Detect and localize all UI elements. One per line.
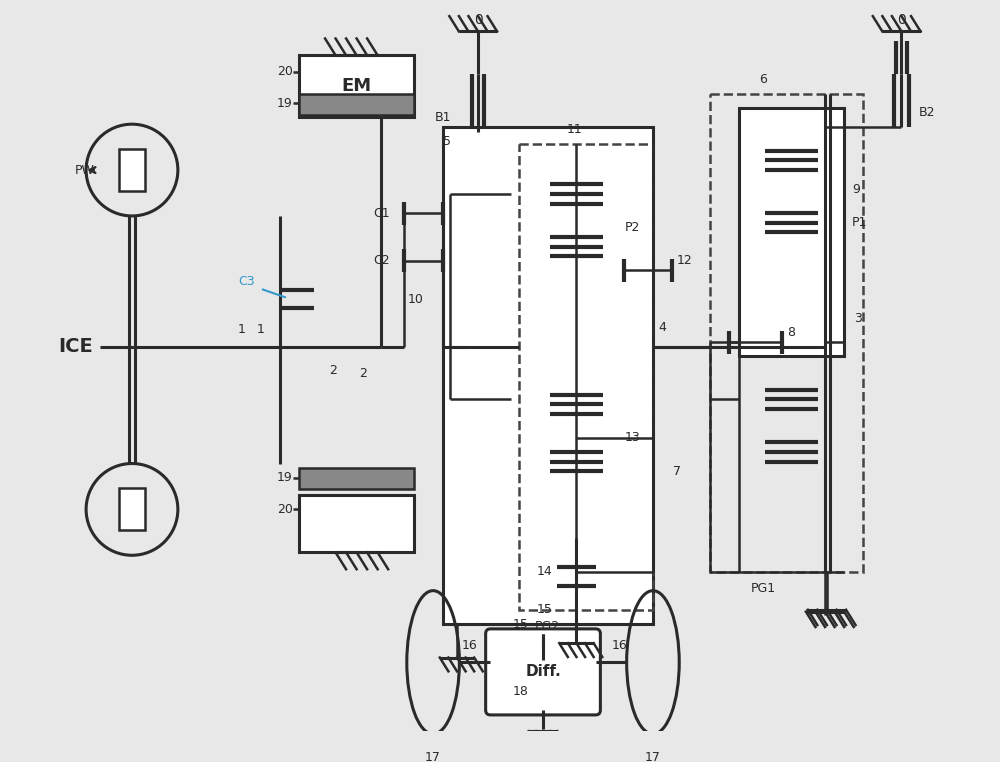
Text: 15: 15 (537, 604, 553, 616)
Text: P2: P2 (624, 221, 640, 234)
Text: 18: 18 (513, 684, 529, 697)
Bar (119, 488, 145, 530)
Text: 15: 15 (513, 618, 529, 631)
Text: 16: 16 (612, 639, 627, 652)
Text: 2: 2 (329, 364, 337, 377)
Bar (443, 127, 653, 624)
Text: 12: 12 (677, 255, 693, 267)
Text: 20: 20 (277, 503, 293, 516)
Text: 19: 19 (277, 472, 293, 485)
Text: B1: B1 (435, 111, 451, 124)
Text: 9: 9 (852, 183, 860, 196)
Text: P1: P1 (852, 216, 867, 229)
Text: 17: 17 (425, 751, 441, 762)
Text: PG2: PG2 (535, 620, 560, 633)
FancyBboxPatch shape (486, 629, 600, 715)
Text: 0: 0 (897, 13, 906, 27)
Text: 20: 20 (277, 65, 293, 78)
Bar (299, 56, 414, 117)
Text: 10: 10 (408, 293, 424, 306)
Text: 3: 3 (854, 312, 862, 325)
Text: 2: 2 (359, 367, 367, 380)
Text: B2: B2 (919, 106, 935, 119)
Text: 7: 7 (673, 465, 681, 478)
Bar (299, 94, 414, 114)
Text: 13: 13 (624, 431, 640, 444)
Text: 8: 8 (787, 326, 795, 339)
Text: PW: PW (75, 164, 95, 177)
Text: 1: 1 (238, 323, 246, 336)
Text: 19: 19 (277, 97, 293, 110)
Text: 14: 14 (537, 565, 553, 578)
Bar (299, 495, 414, 552)
Text: Diff.: Diff. (525, 664, 561, 680)
Bar (299, 469, 414, 489)
Text: 4: 4 (659, 322, 666, 335)
Text: 5: 5 (443, 135, 451, 148)
Text: ICE: ICE (58, 338, 93, 357)
Text: C2: C2 (373, 255, 390, 267)
Text: 16: 16 (462, 639, 477, 652)
Bar (710, 94, 863, 572)
Text: EM: EM (342, 78, 372, 95)
Bar (739, 108, 844, 357)
Text: 6: 6 (759, 72, 767, 86)
Text: 0: 0 (474, 13, 482, 27)
Text: C1: C1 (373, 207, 390, 219)
Text: 1: 1 (257, 323, 265, 336)
Text: C3: C3 (238, 275, 255, 288)
Text: PG1: PG1 (750, 582, 775, 595)
Text: 11: 11 (567, 123, 583, 136)
Bar (119, 149, 145, 191)
Bar (519, 144, 653, 610)
Text: 17: 17 (645, 751, 661, 762)
